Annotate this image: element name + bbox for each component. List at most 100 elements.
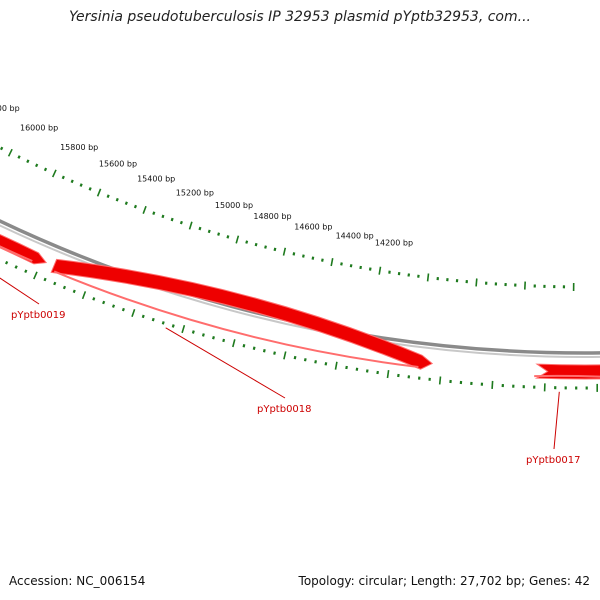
inner-ring-major-tick [232, 339, 236, 348]
gene-label: pYptb0017 [526, 455, 581, 466]
gene-callout-line [165, 327, 286, 399]
inner-ring-minor-tick [222, 338, 226, 343]
outer-ring-minor-tick [340, 262, 343, 266]
inner-ring-minor-tick [4, 260, 9, 265]
inner-ring-major-tick [283, 351, 287, 360]
outer-ring-major-tick [282, 247, 287, 256]
outer-ring-minor-tick [217, 232, 221, 236]
inner-ring-minor-tick [191, 330, 195, 334]
inner-ring-minor-tick [92, 297, 96, 301]
outer-ring-minor-tick [26, 159, 30, 164]
inner-ring-minor-tick [212, 336, 215, 340]
topology-label: Topology: circular; Length: 27,702 bp; G… [298, 574, 590, 588]
scale-label: 15400 bp [137, 175, 175, 184]
inner-ring-minor-tick [161, 321, 165, 325]
outer-ring-minor-tick [349, 264, 353, 268]
accession-label: Accession: NC_006154 [9, 574, 146, 588]
outer-ring-minor-tick [17, 155, 21, 159]
gene-arrow-pyptb0018-highlight [53, 270, 419, 368]
inner-ring-minor-tick [171, 324, 175, 328]
inner-ring-minor-tick [151, 317, 155, 322]
gene-callout-line [0, 277, 40, 305]
inner-ring-minor-tick [141, 314, 145, 319]
backbone-inner-line [0, 224, 600, 358]
gene-label: pYptb0019 [11, 310, 66, 321]
outer-ring-minor-tick [198, 226, 202, 231]
outer-ring-minor-tick [407, 273, 411, 277]
outer-ring-minor-tick [359, 265, 362, 270]
outer-ring-major-tick [235, 235, 240, 244]
gene-label: pYptb0018 [257, 404, 312, 415]
outer-ring-major-tick [188, 221, 193, 230]
inner-ring-minor-tick [314, 360, 317, 364]
gene-callout-line [553, 391, 560, 450]
outer-ring-minor-tick [115, 197, 119, 202]
inner-ring-minor-tick [365, 369, 369, 373]
inner-ring-minor-tick [43, 277, 47, 282]
outer-ring-major-tick [426, 273, 430, 282]
outer-ring-minor-tick [254, 242, 258, 247]
outer-ring-minor-tick [368, 267, 372, 271]
inner-ring-minor-tick [303, 358, 307, 362]
gene-callouts: pYptb0019 pYptb0018 pYptb0017 [0, 277, 581, 466]
inner-ring-minor-tick [14, 265, 18, 269]
scale-label: 16000 bp [20, 124, 58, 133]
inner-ring-minor-tick [53, 281, 57, 286]
scale-label: 15800 bp [60, 143, 98, 152]
outer-ring-minor-tick [161, 214, 165, 219]
scale-label: 14200 bp [375, 239, 413, 248]
outer-ring-minor-tick [152, 211, 156, 215]
inner-ring-minor-tick [102, 300, 106, 305]
outer-ring-minor-tick [106, 194, 110, 199]
inner-ring-minor-tick [293, 355, 297, 360]
inner-ring-minor-tick [252, 346, 256, 350]
inner-ring-major-tick [181, 324, 186, 334]
outer-ring-minor-tick [321, 258, 324, 262]
inner-ring-minor-tick [345, 365, 348, 370]
outer-ring-minor-tick [302, 254, 305, 258]
outer-ring-minor-tick [292, 252, 296, 256]
inner-ring-minor-tick [355, 367, 359, 371]
inner-ring-minor-tick [242, 344, 246, 348]
gene-arrow-pyptb0019 [0, 234, 48, 265]
outer-ring-major-tick [142, 205, 147, 214]
inner-ring-major-tick [386, 369, 390, 379]
outer-ring-minor-tick [61, 175, 65, 180]
inner-ring-minor-tick [262, 349, 266, 353]
outer-ring-minor-tick [133, 204, 138, 209]
inner-ring-minor-tick [273, 351, 276, 355]
inner-ring-major-tick [33, 271, 38, 280]
outer-ring-major-tick [475, 278, 478, 287]
inner-ring-minor-tick [24, 269, 28, 274]
outer-ring-major-tick [378, 266, 382, 275]
outer-ring-minor-tick [0, 146, 4, 151]
outer-ring-minor-tick [311, 256, 315, 260]
inner-ring-minor-tick [121, 307, 125, 312]
gene-arrow-pyptb0018 [50, 258, 434, 370]
gene-arrows [0, 234, 600, 380]
scale-label: 14600 bp [294, 222, 332, 231]
outer-ring-minor-tick [70, 179, 74, 184]
scale-label: 15000 bp [215, 201, 253, 210]
outer-ring-minor-tick [245, 240, 249, 244]
inner-ring-minor-tick [72, 289, 76, 294]
inner-ring-major-tick [131, 308, 136, 318]
inner-ring-minor-tick [376, 370, 379, 375]
inner-ring-minor-tick [324, 362, 328, 366]
inner-tick-ring [4, 260, 599, 392]
inner-ring-minor-tick [201, 333, 205, 337]
outer-ring-minor-tick [170, 217, 174, 222]
scale-label: 15200 bp [176, 188, 214, 197]
outer-ring-major-tick [96, 188, 102, 197]
inner-ring-major-tick [438, 376, 442, 385]
outer-ring-minor-tick [226, 235, 230, 239]
outer-ring-minor-tick [264, 245, 267, 249]
scale-label: 14400 bp [336, 231, 374, 240]
outer-ring-minor-tick [273, 247, 277, 252]
outer-ring-minor-tick [207, 229, 211, 234]
outer-ring-major-tick [51, 169, 57, 178]
outer-ring-minor-tick [88, 187, 92, 191]
inner-ring-minor-tick [62, 285, 67, 290]
